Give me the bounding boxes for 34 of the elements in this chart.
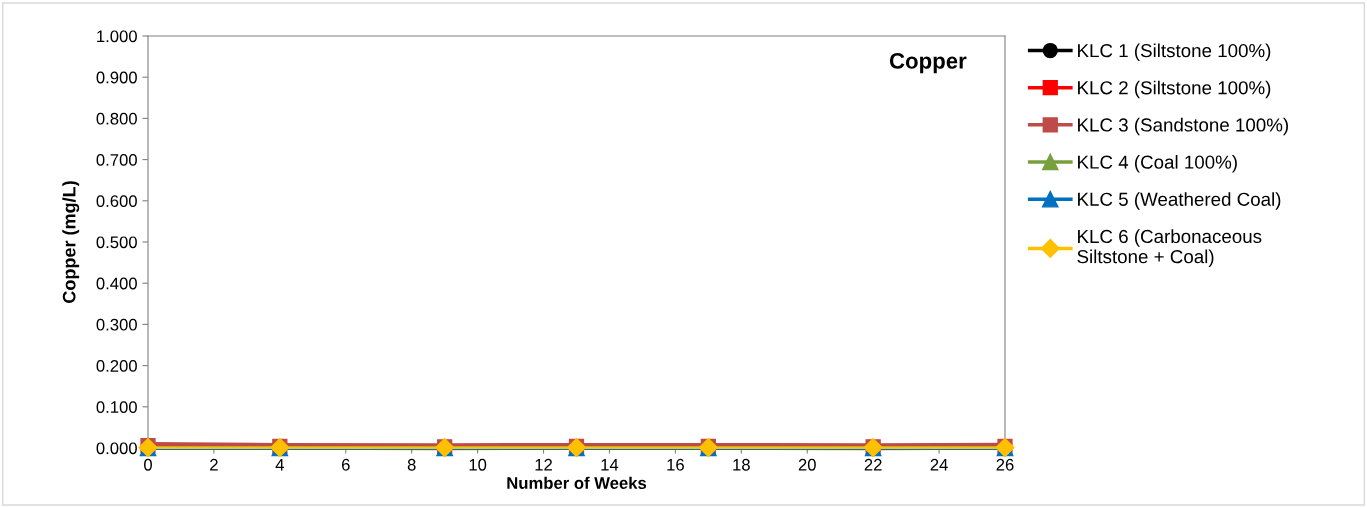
x-tick-label: 26 (996, 458, 1014, 471)
x-tick-label: 4 (275, 459, 284, 471)
x-axis-title: Number of Weeks (507, 476, 647, 489)
legend-label: KLC 6 (Carbonaceous Siltstone + Coal) (1077, 229, 1262, 267)
y-axis-title: Copper (mg/L) (62, 181, 80, 303)
x-tick-label: 20 (798, 458, 816, 471)
text: Copper (889, 53, 967, 74)
y-tick-label: 1.000 (97, 30, 137, 43)
legend-label: KLC 2 (Siltstone 100%) (1078, 80, 1271, 99)
y-tick-label: 0.900 (96, 71, 137, 84)
x-tick-label: 8 (407, 458, 416, 471)
x-tick-label: 10 (469, 458, 487, 471)
y-tick-label: 0.200 (96, 360, 137, 372)
x-tick-label: 0 (144, 458, 152, 471)
x-tick-label: 18 (733, 458, 750, 471)
legend-label: KLC 3 (Sandstone 100%) (1078, 117, 1288, 136)
x-tick-label: 22 (864, 458, 882, 471)
y-tick-label: 0.600 (96, 195, 137, 207)
y-tick-label: 0.800 (96, 112, 137, 125)
y-tick-label: 0.000 (96, 442, 137, 455)
x-tick-label: 12 (535, 458, 552, 471)
legend-label: KLC 1 (Siltstone 100%) (1078, 43, 1271, 61)
y-tick-label: 0.400 (96, 277, 137, 290)
x-tick-label: 14 (601, 459, 619, 471)
x-tick-label: 2 (210, 458, 218, 471)
legend-label: KLC 4 (Coal 100%) (1078, 155, 1237, 173)
y-tick-label: 0.300 (96, 318, 137, 331)
x-tick-label: 16 (667, 458, 684, 471)
x-tick-label: 24 (930, 458, 948, 471)
y-tick-label: 0.100 (96, 401, 137, 413)
y-tick-label: 0.500 (96, 236, 137, 249)
y-tick-label: 0.700 (96, 154, 137, 166)
x-tick-label: 6 (341, 458, 350, 471)
legend-label: KLC 5 (Weathered Coal) (1078, 192, 1281, 210)
